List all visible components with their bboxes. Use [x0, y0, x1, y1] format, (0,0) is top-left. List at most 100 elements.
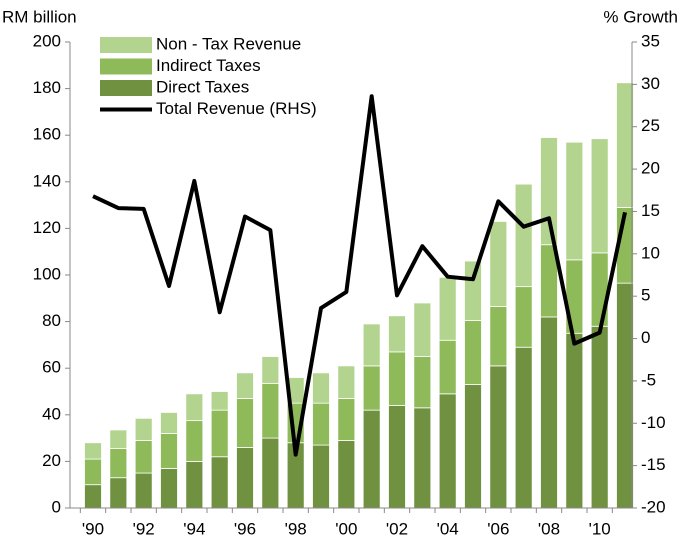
legend-label: Total Revenue (RHS) — [156, 99, 317, 118]
y-tick-label: 160 — [33, 125, 61, 144]
y2-tick-label: 0 — [641, 328, 650, 347]
bar — [514, 346, 533, 509]
x-tick-label: '98 — [285, 519, 307, 538]
bar — [616, 82, 634, 208]
bar — [337, 365, 356, 399]
x-tick-label: '92 — [133, 519, 155, 538]
bar — [388, 315, 406, 353]
legend-label: Direct Taxes — [156, 77, 249, 96]
legend-swatch — [100, 58, 152, 75]
bar — [413, 302, 432, 357]
y-tick-label: 80 — [42, 311, 61, 330]
bar — [438, 393, 457, 509]
bar — [109, 429, 128, 449]
bar — [84, 442, 102, 460]
bar — [464, 320, 482, 385]
bar — [185, 393, 204, 422]
y-tick-label: 180 — [33, 78, 61, 97]
bar — [134, 417, 153, 441]
bar — [590, 252, 609, 327]
y2-tick-label: 25 — [641, 116, 660, 135]
bar — [312, 444, 330, 509]
bar — [489, 221, 508, 307]
bar — [236, 398, 254, 448]
y2-tick-label: 20 — [641, 159, 660, 178]
bar — [109, 477, 128, 509]
legend-swatch — [100, 80, 152, 96]
bar — [337, 398, 356, 441]
bar — [388, 405, 406, 509]
bar — [84, 458, 102, 486]
bar — [590, 325, 609, 509]
legend-label: Indirect Taxes — [156, 56, 261, 75]
y2-tick-label: -15 — [641, 455, 666, 474]
bar — [514, 286, 533, 348]
bar — [210, 409, 229, 458]
bar — [312, 402, 330, 446]
x-tick-label: '06 — [487, 519, 509, 538]
bar — [464, 260, 482, 321]
x-tick-label: '08 — [538, 519, 560, 538]
line — [92, 94, 627, 457]
bar — [565, 141, 584, 261]
bar — [312, 372, 330, 404]
bar — [616, 282, 634, 509]
bar — [185, 460, 204, 509]
bar — [185, 420, 204, 462]
y2-tick-label: 5 — [641, 286, 650, 305]
bar — [362, 409, 381, 509]
y2-tick-label: 35 — [641, 31, 660, 50]
bar — [388, 351, 406, 406]
y2-axis-title: % Growth — [603, 7, 678, 26]
bar — [210, 456, 229, 509]
bar — [565, 332, 584, 509]
bar — [134, 472, 153, 509]
bar — [590, 138, 609, 254]
y2-tick-label: 10 — [641, 243, 660, 262]
bar — [438, 339, 457, 395]
bar — [261, 356, 280, 384]
bar — [438, 276, 457, 341]
bar — [464, 384, 482, 509]
bar — [210, 391, 229, 411]
y2-tick-label: -10 — [641, 413, 666, 432]
y-tick-label: 200 — [33, 31, 61, 50]
y2-tick-label: 15 — [641, 201, 660, 220]
y-tick-label: 100 — [33, 264, 61, 283]
x-tick-label: '04 — [437, 519, 459, 538]
bar — [362, 365, 381, 411]
bar — [413, 356, 432, 409]
bar — [261, 437, 280, 509]
x-tick-label: '94 — [183, 519, 205, 538]
bar — [337, 440, 356, 509]
bar — [261, 382, 280, 439]
x-tick-label: '10 — [589, 519, 611, 538]
x-tick-label: '02 — [386, 519, 408, 538]
y-tick-label: 40 — [42, 404, 61, 423]
bar — [514, 183, 533, 288]
y-tick-label: 0 — [52, 497, 61, 516]
legend-swatch — [100, 37, 152, 53]
y-axis-title: RM billion — [2, 7, 77, 26]
bar — [160, 467, 178, 509]
bar — [236, 372, 254, 399]
legend-label: Non - Tax Revenue — [156, 34, 301, 53]
bar — [236, 447, 254, 509]
bar — [489, 306, 508, 367]
bar — [489, 365, 508, 509]
y2-tick-label: 30 — [641, 74, 660, 93]
x-tick-label: '90 — [82, 519, 104, 538]
bar — [160, 412, 178, 434]
y-tick-label: 120 — [33, 218, 61, 237]
y2-tick-label: -20 — [641, 497, 666, 516]
y2-tick-label: -5 — [641, 370, 656, 389]
bar — [362, 323, 381, 367]
x-tick-label: '00 — [335, 519, 357, 538]
y-tick-label: 60 — [42, 358, 61, 377]
bar — [84, 484, 102, 509]
bar — [540, 137, 558, 246]
y-tick-label: 20 — [42, 451, 61, 470]
bar — [160, 433, 178, 469]
bar — [134, 440, 153, 474]
